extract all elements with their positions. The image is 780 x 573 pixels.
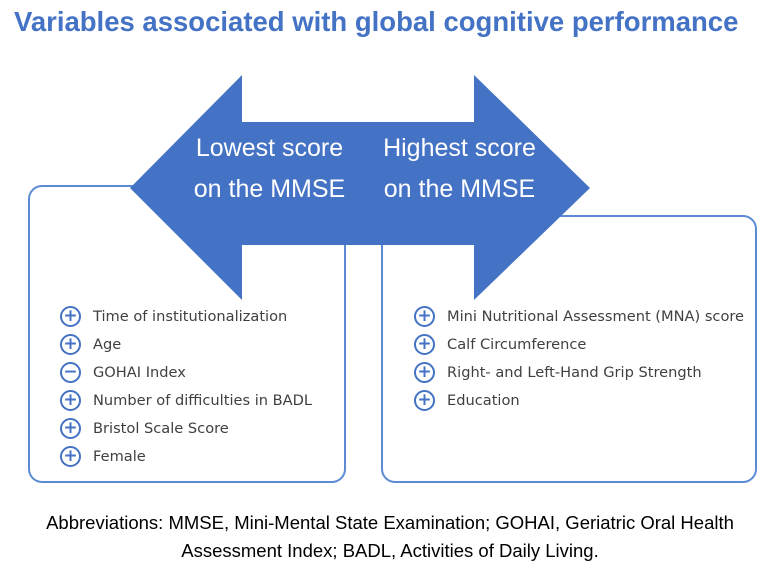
list-item: − GOHAI Index	[60, 358, 312, 386]
list-item: + Mini Nutritional Assessment (MNA) scor…	[414, 302, 744, 330]
plus-circle-icon: +	[414, 305, 435, 327]
double-arrow-shape	[130, 75, 590, 300]
variable-label: Time of institutionalization	[93, 307, 288, 325]
list-item: + Calf Circumference	[414, 330, 744, 358]
list-item: + Female	[60, 442, 312, 470]
plus-circle-icon: +	[60, 305, 81, 327]
right-panel	[381, 215, 757, 483]
variable-label: Right- and Left-Hand Grip Strength	[447, 363, 702, 381]
variable-label: Number of difficulties in BADL	[93, 391, 313, 409]
lowest-score-line1: Lowest score	[195, 134, 344, 162]
variable-label: Mini Nutritional Assessment (MNA) score	[447, 307, 745, 325]
abbreviations-footnote: Abbreviations: MMSE, Mini-Mental State E…	[20, 509, 760, 565]
plus-circle-icon: +	[414, 361, 435, 383]
variable-label: Age	[93, 335, 122, 353]
list-item: + Right- and Left-Hand Grip Strength	[414, 358, 744, 386]
highest-score-label: Highest score on the MMSE	[378, 128, 541, 210]
variable-label: Calf Circumference	[447, 335, 587, 353]
footnote-line1: Abbreviations: MMSE, Mini-Mental State E…	[46, 512, 734, 533]
variable-label: Female	[93, 447, 146, 465]
list-item: + Bristol Scale Score	[60, 414, 312, 442]
highest-score-variable-list: + Mini Nutritional Assessment (MNA) scor…	[414, 302, 744, 414]
list-item: + Age	[60, 330, 312, 358]
figure-title: Variables associated with global cogniti…	[14, 6, 739, 37]
plus-circle-icon: +	[60, 333, 81, 355]
variable-label: Bristol Scale Score	[93, 419, 229, 437]
minus-circle-icon: −	[60, 361, 81, 383]
footnote-line2: Assessment Index; BADL, Activities of Da…	[181, 540, 599, 561]
list-item: + Education	[414, 386, 744, 414]
plus-circle-icon: +	[60, 389, 81, 411]
highest-score-line2: on the MMSE	[383, 175, 536, 203]
lowest-score-label: Lowest score on the MMSE	[182, 128, 357, 210]
variable-label: Education	[447, 391, 520, 409]
variable-label: GOHAI Index	[93, 363, 186, 381]
list-item: + Number of difficulties in BADL	[60, 386, 312, 414]
plus-circle-icon: +	[60, 445, 81, 467]
list-item: + Time of institutionalization	[60, 302, 312, 330]
lowest-score-line2: on the MMSE	[193, 175, 346, 203]
plus-circle-icon: +	[414, 333, 435, 355]
lowest-score-variable-list: + Time of institutionalization + Age − G…	[60, 302, 312, 470]
highest-score-line1: Highest score	[383, 134, 536, 162]
plus-circle-icon: +	[60, 417, 81, 439]
plus-circle-icon: +	[414, 389, 435, 411]
